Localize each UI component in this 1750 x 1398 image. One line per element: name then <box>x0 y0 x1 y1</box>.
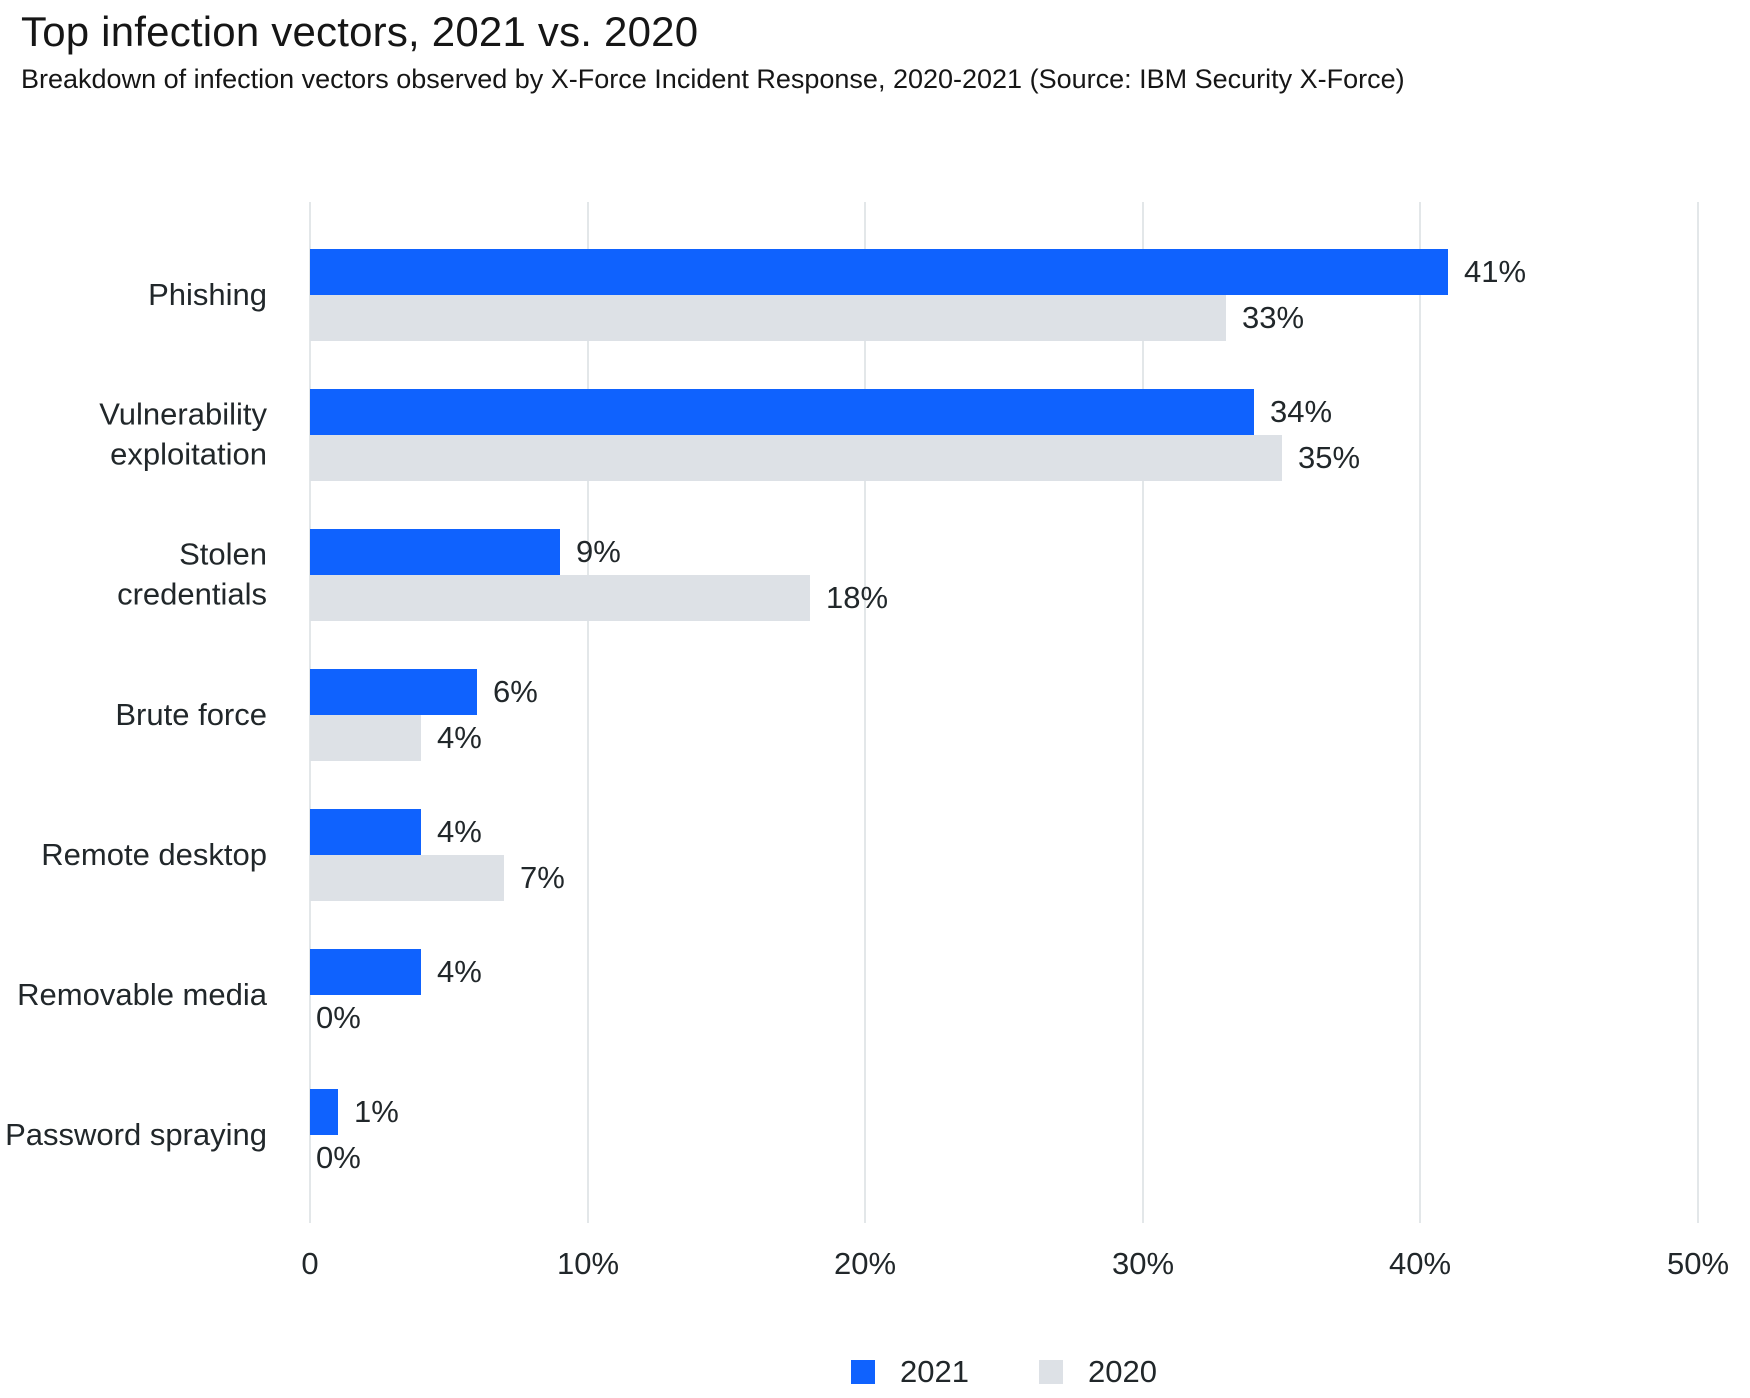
value-label-2021-password-spraying: 1% <box>354 1094 399 1129</box>
x-axis: 0 10% 20% 30% 40% 50% <box>0 1246 1750 1286</box>
value-label-2021-removable-media: 4% <box>437 954 482 989</box>
category-axis: Phishing Vulnerability exploitation Stolen… <box>0 202 267 1223</box>
x-tick-30pct: 30% <box>1111 1246 1175 1281</box>
x-tick-40pct: 40% <box>1388 1246 1452 1281</box>
value-label-2021-stolen-credentials: 9% <box>576 534 621 569</box>
value-label-2021-phishing: 41% <box>1464 254 1527 289</box>
category-label-phishing: Phishing <box>148 276 267 312</box>
category-label-remote-desktop: Remote desktop <box>41 836 267 872</box>
category-label-removable-media: Removable media <box>17 976 267 1012</box>
bar-2021-vulnerability-exploitation <box>310 389 1254 435</box>
gridline-20pct <box>864 202 866 1223</box>
bar-2020-phishing <box>310 295 1226 341</box>
legend-item-2021: 2021 <box>851 1354 969 1390</box>
gridline-10pct <box>587 202 589 1223</box>
x-tick-0: 0 <box>301 1246 319 1281</box>
gridline-50pct <box>1697 202 1699 1223</box>
bar-2020-vulnerability-exploitation <box>310 435 1282 481</box>
value-label-2020-remote-desktop: 7% <box>520 860 565 895</box>
gridline-40pct <box>1419 202 1421 1223</box>
legend-label-2020: 2020 <box>1088 1354 1157 1389</box>
legend-item-2020: 2020 <box>1039 1354 1157 1390</box>
value-label-2020-stolen-credentials: 18% <box>826 580 889 615</box>
chart-title: Top infection vectors, 2021 vs. 2020 <box>21 8 699 55</box>
category-label-password-spraying: Password spraying <box>5 1116 267 1152</box>
legend-swatch-2021 <box>851 1360 876 1384</box>
bar-2021-remote-desktop <box>310 809 421 855</box>
bar-2021-brute-force <box>310 669 477 715</box>
bar-2021-removable-media <box>310 949 421 995</box>
bar-2020-remote-desktop <box>310 855 504 901</box>
bar-2021-phishing <box>310 249 1448 295</box>
value-label-2020-phishing: 33% <box>1242 300 1305 335</box>
chart-legend: 2021 2020 <box>310 1354 1698 1390</box>
gridline-30pct <box>1142 202 1144 1223</box>
value-label-2021-remote-desktop: 4% <box>437 814 482 849</box>
value-label-2020-password-spraying: 0% <box>316 1140 361 1175</box>
plot-area: 41% 33% 34% 35% 9% 18% 6% 4% 4% 7% 4% 0% 1% 0% <box>309 202 1699 1223</box>
bar-2020-brute-force <box>310 715 421 761</box>
value-label-2021-vulnerability-exploitation: 34% <box>1270 394 1333 429</box>
category-label-stolen-credentials: Stolen credentials <box>117 536 267 612</box>
bar-2021-password-spraying <box>310 1089 338 1135</box>
x-tick-10pct: 10% <box>556 1246 620 1281</box>
value-label-2020-brute-force: 4% <box>437 720 482 755</box>
bar-2021-stolen-credentials <box>310 529 560 575</box>
value-label-2020-vulnerability-exploitation: 35% <box>1298 440 1361 475</box>
value-label-2021-brute-force: 6% <box>493 674 538 709</box>
legend-swatch-2020 <box>1039 1360 1063 1384</box>
bar-2020-stolen-credentials <box>310 575 810 621</box>
value-label-2020-removable-media: 0% <box>316 1000 361 1035</box>
category-label-brute-force: Brute force <box>115 696 267 732</box>
chart-subtitle: Breakdown of infection vectors observed … <box>21 64 1405 94</box>
x-tick-50pct: 50% <box>1666 1246 1730 1281</box>
category-label-vulnerability-exploitation: Vulnerability exploitation <box>99 396 267 472</box>
legend-label-2021: 2021 <box>900 1354 969 1389</box>
x-tick-20pct: 20% <box>833 1246 897 1281</box>
